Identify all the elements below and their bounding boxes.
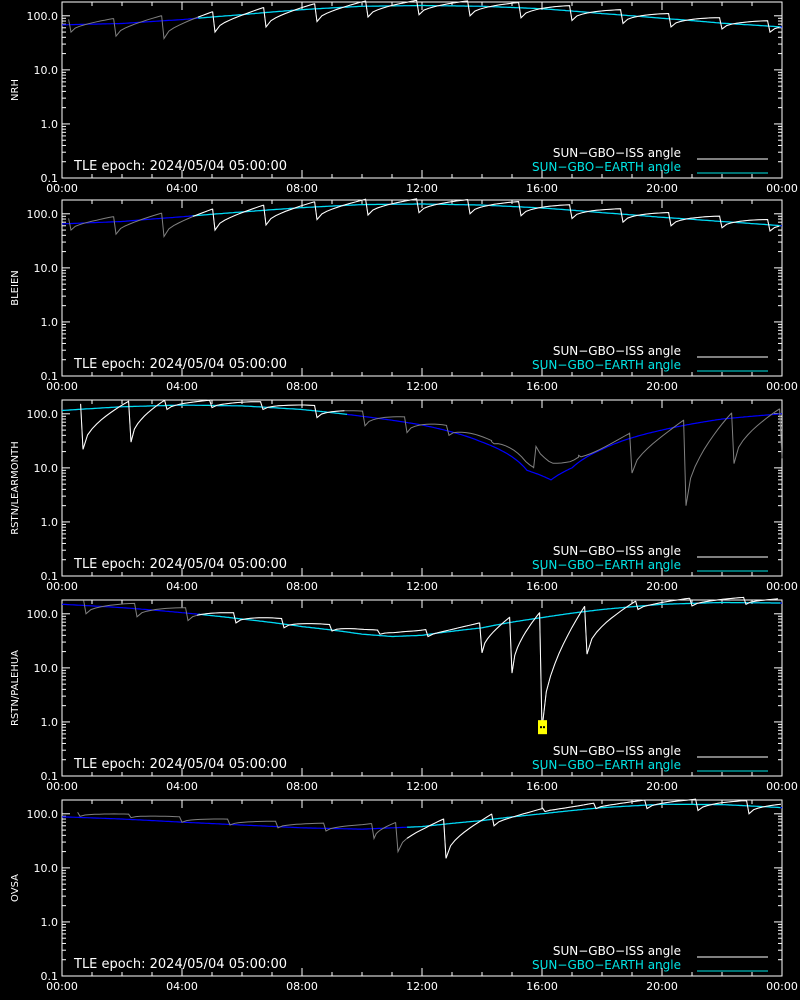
x-tick-label: 00:00 bbox=[46, 780, 78, 793]
panel-bleien: 0.1 1.0 10.0 100.0 00:00 04:00 08:00 12:00 16:00… bbox=[10, 198, 798, 393]
x-tick-label: 16:00 bbox=[526, 780, 558, 793]
x-tick-label: 12:00 bbox=[406, 980, 438, 993]
x-tick-label: 12:00 bbox=[406, 182, 438, 195]
x-tick-label: 20:00 bbox=[646, 380, 678, 393]
x-tick-label: 08:00 bbox=[286, 182, 318, 195]
panel-rstn-palehua: 0.1 1.0 10.0 100.0 00:00 04:00 08:00 12:00 16:00… bbox=[10, 596, 798, 793]
x-tick-label: 16:00 bbox=[526, 580, 558, 593]
station-label: RSTN/PALEHUA bbox=[10, 650, 21, 726]
x-tick-label: 04:00 bbox=[166, 580, 198, 593]
x-tick-label: 08:00 bbox=[286, 780, 318, 793]
y-tick-label: 10.0 bbox=[34, 462, 59, 475]
iss-angle-visible-line bbox=[193, 198, 780, 232]
event-marker-dot bbox=[543, 726, 545, 729]
legend-earth-label: SUN−GBO−EARTH angle bbox=[532, 160, 681, 174]
x-tick-label: 16:00 bbox=[526, 182, 558, 195]
x-tick-label: 20:00 bbox=[646, 980, 678, 993]
y-tick-label: 10.0 bbox=[34, 662, 59, 675]
event-marker-dot bbox=[540, 726, 542, 729]
x-tick-label: 00:00 bbox=[46, 380, 78, 393]
y-tick-label: 1.0 bbox=[41, 516, 59, 529]
y-tick-label: 100.0 bbox=[27, 10, 59, 23]
iss-angle-line bbox=[77, 798, 781, 859]
y-tick-label: 10.0 bbox=[34, 262, 59, 275]
iss-angle-line bbox=[83, 596, 778, 729]
panel-ovsa: 0.1 1.0 10.0 100.0 00:00 04:00 08:00 12:00 16:00… bbox=[10, 798, 798, 993]
station-label: BLEIEN bbox=[10, 270, 21, 306]
legend-iss-label: SUN−GBO−ISS angle bbox=[553, 944, 681, 958]
iss-angle-visible-line bbox=[80, 399, 345, 450]
tle-epoch-label: TLE epoch: 2024/05/04 05:00:00 bbox=[73, 557, 287, 572]
legend-iss-label: SUN−GBO−ISS angle bbox=[553, 344, 681, 358]
x-tick-label: 16:00 bbox=[526, 980, 558, 993]
x-tick-label: 08:00 bbox=[286, 580, 318, 593]
x-tick-label: 12:00 bbox=[406, 380, 438, 393]
y-tick-label: 0.1 bbox=[41, 970, 59, 983]
x-tick-label: 20:00 bbox=[646, 182, 678, 195]
y-tick-label: 1.0 bbox=[41, 316, 59, 329]
y-tick-label: 10.0 bbox=[34, 64, 59, 77]
y-tick-label: 100.0 bbox=[27, 208, 59, 221]
iss-angle-visible-line bbox=[197, 596, 778, 729]
x-tick-label: 04:00 bbox=[166, 980, 198, 993]
x-tick-label: 00:00 bbox=[46, 182, 78, 195]
station-label: OVSA bbox=[10, 874, 21, 902]
legend-earth-label: SUN−GBO−EARTH angle bbox=[532, 958, 681, 972]
x-tick-label: 20:00 bbox=[646, 780, 678, 793]
earth-angle-visible-line bbox=[198, 4, 781, 28]
x-tick-label: 20:00 bbox=[646, 580, 678, 593]
tle-epoch-label: TLE epoch: 2024/05/04 05:00:00 bbox=[73, 957, 287, 972]
iss-angle-visible-line bbox=[406, 798, 781, 859]
y-tick-label: 1.0 bbox=[41, 916, 59, 929]
x-tick-label: 00:00 bbox=[766, 780, 798, 793]
legend-earth-label: SUN−GBO−EARTH angle bbox=[532, 558, 681, 572]
y-tick-label: 0.1 bbox=[41, 172, 59, 185]
x-tick-label: 12:00 bbox=[406, 780, 438, 793]
y-tick-label: 10.0 bbox=[34, 862, 59, 875]
x-tick-label: 04:00 bbox=[166, 182, 198, 195]
x-tick-label: 00:00 bbox=[766, 380, 798, 393]
x-tick-label: 00:00 bbox=[766, 182, 798, 195]
earth-angle-visible-line bbox=[198, 601, 781, 638]
x-tick-label: 08:00 bbox=[286, 380, 318, 393]
legend-iss-label: SUN−GBO−ISS angle bbox=[553, 146, 681, 160]
y-tick-label: 100.0 bbox=[27, 808, 59, 821]
y-tick-label: 0.1 bbox=[41, 770, 59, 783]
y-tick-label: 1.0 bbox=[41, 716, 59, 729]
x-tick-label: 16:00 bbox=[526, 380, 558, 393]
x-tick-label: 04:00 bbox=[166, 780, 198, 793]
tle-epoch-label: TLE epoch: 2024/05/04 05:00:00 bbox=[73, 357, 287, 372]
legend-iss-label: SUN−GBO−ISS angle bbox=[553, 544, 681, 558]
x-tick-label: 04:00 bbox=[166, 380, 198, 393]
y-tick-label: 0.1 bbox=[41, 370, 59, 383]
x-tick-label: 00:00 bbox=[766, 980, 798, 993]
y-tick-label: 0.1 bbox=[41, 570, 59, 583]
y-tick-label: 100.0 bbox=[27, 608, 59, 621]
y-tick-label: 1.0 bbox=[41, 118, 59, 131]
iss-angle-line bbox=[80, 399, 783, 506]
earth-angle-visible-line bbox=[192, 203, 781, 227]
legend-earth-label: SUN−GBO−EARTH angle bbox=[532, 358, 681, 372]
panel-rstn-learmonth: 0.1 1.0 10.0 100.0 00:00 04:00 08:00 12:00 16:00… bbox=[10, 399, 798, 593]
panel-nrh: 0.1 1.0 10.0 100.0 00:00 04:00 08:00 12:00 16:00… bbox=[10, 0, 798, 195]
station-label: NRH bbox=[10, 79, 21, 101]
tle-epoch-label: TLE epoch: 2024/05/04 05:00:00 bbox=[73, 159, 287, 174]
legend-iss-label: SUN−GBO−ISS angle bbox=[553, 744, 681, 758]
iss-angle-visible-line bbox=[197, 0, 780, 34]
earth-angle-visible-line bbox=[61, 404, 348, 415]
x-tick-label: 00:00 bbox=[46, 980, 78, 993]
earth-angle-visible-line bbox=[406, 803, 781, 828]
x-tick-label: 00:00 bbox=[766, 580, 798, 593]
station-label: RSTN/LEARMONTH bbox=[10, 441, 21, 535]
y-tick-label: 100.0 bbox=[27, 408, 59, 421]
x-tick-label: 00:00 bbox=[46, 580, 78, 593]
earth-angle-line bbox=[61, 404, 783, 481]
tle-epoch-label: TLE epoch: 2024/05/04 05:00:00 bbox=[73, 757, 287, 772]
event-marker bbox=[538, 720, 547, 735]
x-tick-label: 08:00 bbox=[286, 980, 318, 993]
x-tick-label: 12:00 bbox=[406, 580, 438, 593]
legend-earth-label: SUN−GBO−EARTH angle bbox=[532, 758, 681, 772]
